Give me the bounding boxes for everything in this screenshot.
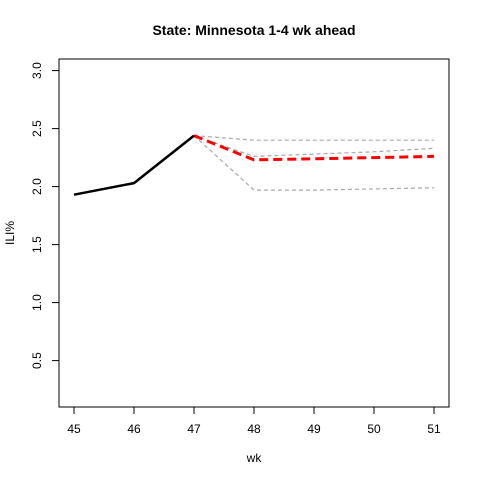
x-tick-label: 45 [67,422,81,436]
x-tick-label: 50 [367,422,381,436]
y-axis-label: ILI% [3,221,17,245]
x-tick-label: 47 [187,422,201,436]
y-tick-label: 1.5 [30,236,44,253]
chart-title: State: Minnesota 1-4 wk ahead [152,22,355,38]
series-line-lower-bound [193,135,435,191]
x-axis: 45 46 47 48 49 50 51 [67,407,441,436]
series-layer [73,134,435,196]
plot-frame [58,58,450,408]
x-axis-label: wk [246,451,263,465]
y-tick-label: 0.5 [30,352,44,369]
y-axis: 0.5 1.0 1.5 2.0 2.5 3.0 [30,62,59,369]
series-line-forecast [193,134,435,162]
x-tick-label: 46 [127,422,141,436]
series-line-upper-bound [193,135,434,141]
x-tick-label: 48 [247,422,261,436]
y-tick-label: 3.0 [30,62,44,79]
series-line-observed [73,134,195,196]
x-tick-label: 51 [427,422,441,436]
x-tick-label: 49 [307,422,321,436]
y-tick-label: 1.0 [30,294,44,311]
y-tick-label: 2.0 [30,178,44,195]
y-tick-label: 2.5 [30,120,44,137]
series-line-inner-upper-bound [193,135,435,157]
